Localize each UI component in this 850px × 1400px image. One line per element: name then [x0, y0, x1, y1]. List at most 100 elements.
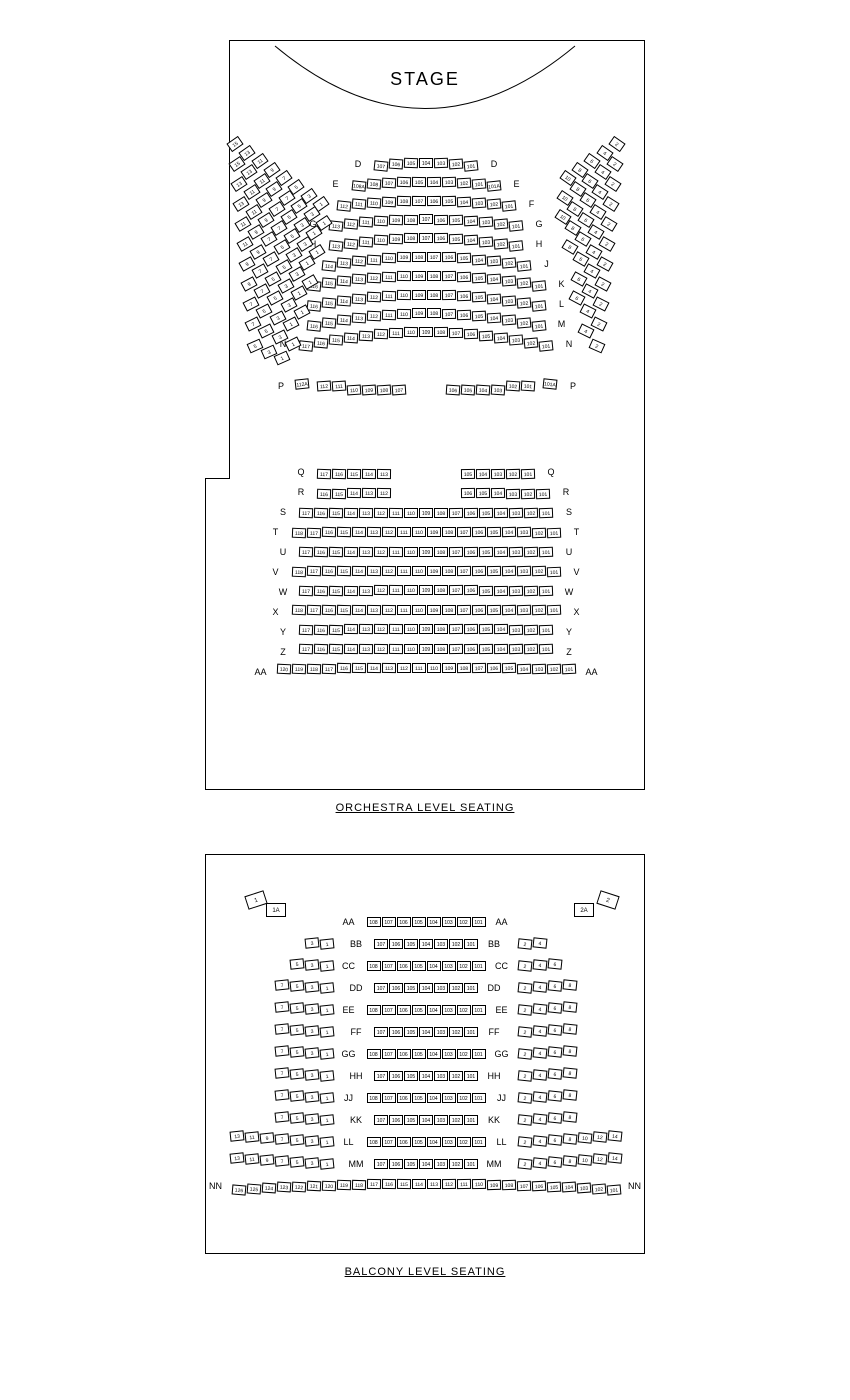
seat[interactable]: 1	[320, 1136, 335, 1147]
seat[interactable]: 115	[321, 298, 336, 309]
seat[interactable]: 110	[374, 235, 389, 246]
seat[interactable]: 7	[275, 1155, 290, 1166]
seat[interactable]: 6	[548, 1134, 563, 1145]
seat[interactable]: 102	[546, 664, 560, 675]
seat[interactable]: 106	[464, 329, 478, 340]
seat[interactable]: 107	[441, 271, 455, 281]
seat[interactable]: 102	[516, 278, 531, 289]
seat[interactable]: 6	[548, 1112, 563, 1123]
seat[interactable]: 9	[260, 1154, 275, 1165]
seat[interactable]: 102	[449, 159, 464, 170]
seat[interactable]: 111	[359, 217, 374, 228]
seat[interactable]: 104	[427, 1005, 441, 1015]
seat[interactable]: 106	[397, 1049, 411, 1059]
seat[interactable]: 103	[516, 527, 530, 537]
seat[interactable]: 104	[494, 644, 508, 654]
seat[interactable]: 106	[456, 272, 470, 282]
seat[interactable]: 8	[563, 1155, 578, 1166]
seat[interactable]: 106	[397, 1093, 411, 1103]
seat[interactable]: 104	[427, 1093, 441, 1103]
seat[interactable]: 106	[434, 233, 448, 243]
seat[interactable]: 5	[290, 1024, 305, 1035]
seat[interactable]: 106	[441, 252, 455, 262]
seat[interactable]: 8	[563, 979, 578, 990]
seat[interactable]: 101	[539, 586, 553, 597]
seat[interactable]: 114	[411, 1179, 425, 1189]
seat[interactable]: 101	[464, 939, 478, 949]
seat[interactable]: 107	[449, 585, 463, 595]
seat[interactable]: 104	[476, 469, 490, 479]
seat[interactable]: 102	[494, 238, 509, 249]
seat[interactable]: 109	[362, 385, 377, 396]
seat[interactable]: 114	[344, 644, 358, 654]
seat[interactable]: 116	[321, 566, 335, 576]
seat[interactable]: 102	[591, 1184, 606, 1195]
seat[interactable]: 107	[449, 624, 463, 634]
seat[interactable]: 109	[426, 527, 440, 537]
seat[interactable]: 108	[411, 252, 425, 262]
seat[interactable]: 117	[306, 566, 320, 577]
seat[interactable]: 4	[533, 1025, 548, 1036]
seat[interactable]: 8	[563, 1133, 578, 1144]
seat[interactable]: 8	[563, 1001, 578, 1012]
seat[interactable]: 107	[449, 547, 463, 557]
seat[interactable]: 114	[366, 663, 380, 673]
seat[interactable]: 116	[381, 1179, 395, 1189]
seat[interactable]: 117	[299, 547, 313, 558]
seat[interactable]: 117	[299, 586, 313, 597]
seat[interactable]: 113	[426, 1179, 440, 1189]
seat[interactable]: 107	[449, 508, 463, 518]
seat[interactable]: 107	[382, 917, 396, 927]
seat[interactable]: 115	[329, 334, 344, 345]
seat[interactable]: 11	[245, 1131, 260, 1142]
seat[interactable]: 105	[546, 1181, 561, 1192]
seat[interactable]: 13	[230, 1130, 245, 1141]
seat[interactable]: 103	[471, 197, 486, 208]
seat[interactable]: 105	[404, 939, 418, 949]
seat[interactable]: 101A	[486, 180, 501, 191]
seat[interactable]: 1	[244, 890, 267, 909]
seat[interactable]: 109	[419, 508, 433, 518]
seat[interactable]: 106	[456, 310, 470, 320]
seat[interactable]: 101	[472, 1137, 486, 1147]
seat[interactable]: 118	[351, 1180, 365, 1190]
seat[interactable]: 106	[397, 1137, 411, 1147]
seat[interactable]: 101	[472, 961, 486, 971]
seat[interactable]: 107	[426, 252, 440, 262]
seat[interactable]: 106	[461, 488, 475, 498]
seat[interactable]: 110	[404, 644, 418, 654]
seat[interactable]: 106	[471, 566, 485, 576]
seat[interactable]: 103	[576, 1183, 591, 1194]
seat[interactable]: 103	[509, 644, 523, 654]
seat[interactable]: 117	[299, 340, 314, 351]
seat[interactable]: 104	[419, 158, 433, 168]
seat[interactable]: 113	[362, 488, 376, 498]
seat[interactable]: 109	[419, 624, 433, 634]
seat[interactable]: 115	[329, 644, 343, 654]
seat[interactable]: 104	[494, 624, 508, 634]
seat[interactable]: 117	[299, 625, 313, 636]
seat[interactable]: 112	[374, 624, 388, 634]
seat[interactable]: 104	[494, 508, 508, 518]
seat[interactable]: 108	[434, 624, 448, 634]
seat[interactable]: 104	[494, 332, 509, 343]
seat[interactable]: 106	[426, 196, 440, 206]
seat[interactable]: 112	[396, 663, 410, 673]
seat[interactable]: 111	[389, 328, 403, 338]
seat[interactable]: 101	[464, 160, 479, 171]
seat[interactable]: 101	[464, 1115, 478, 1125]
seat[interactable]: 109	[396, 252, 410, 262]
seat[interactable]: 104	[464, 235, 479, 246]
seat[interactable]: 106	[464, 644, 478, 654]
seat[interactable]: 101	[516, 260, 531, 271]
seat[interactable]: 12	[593, 1131, 608, 1142]
seat[interactable]: 109	[419, 585, 433, 595]
seat[interactable]: 107	[382, 1093, 396, 1103]
seat[interactable]: 112	[317, 381, 332, 392]
seat[interactable]: 6	[548, 980, 563, 991]
seat[interactable]: 116	[332, 469, 346, 479]
seat[interactable]: 2	[518, 1136, 533, 1147]
seat[interactable]: 110	[396, 309, 410, 319]
seat[interactable]: 102	[449, 1071, 463, 1081]
seat[interactable]: 101	[521, 469, 535, 479]
